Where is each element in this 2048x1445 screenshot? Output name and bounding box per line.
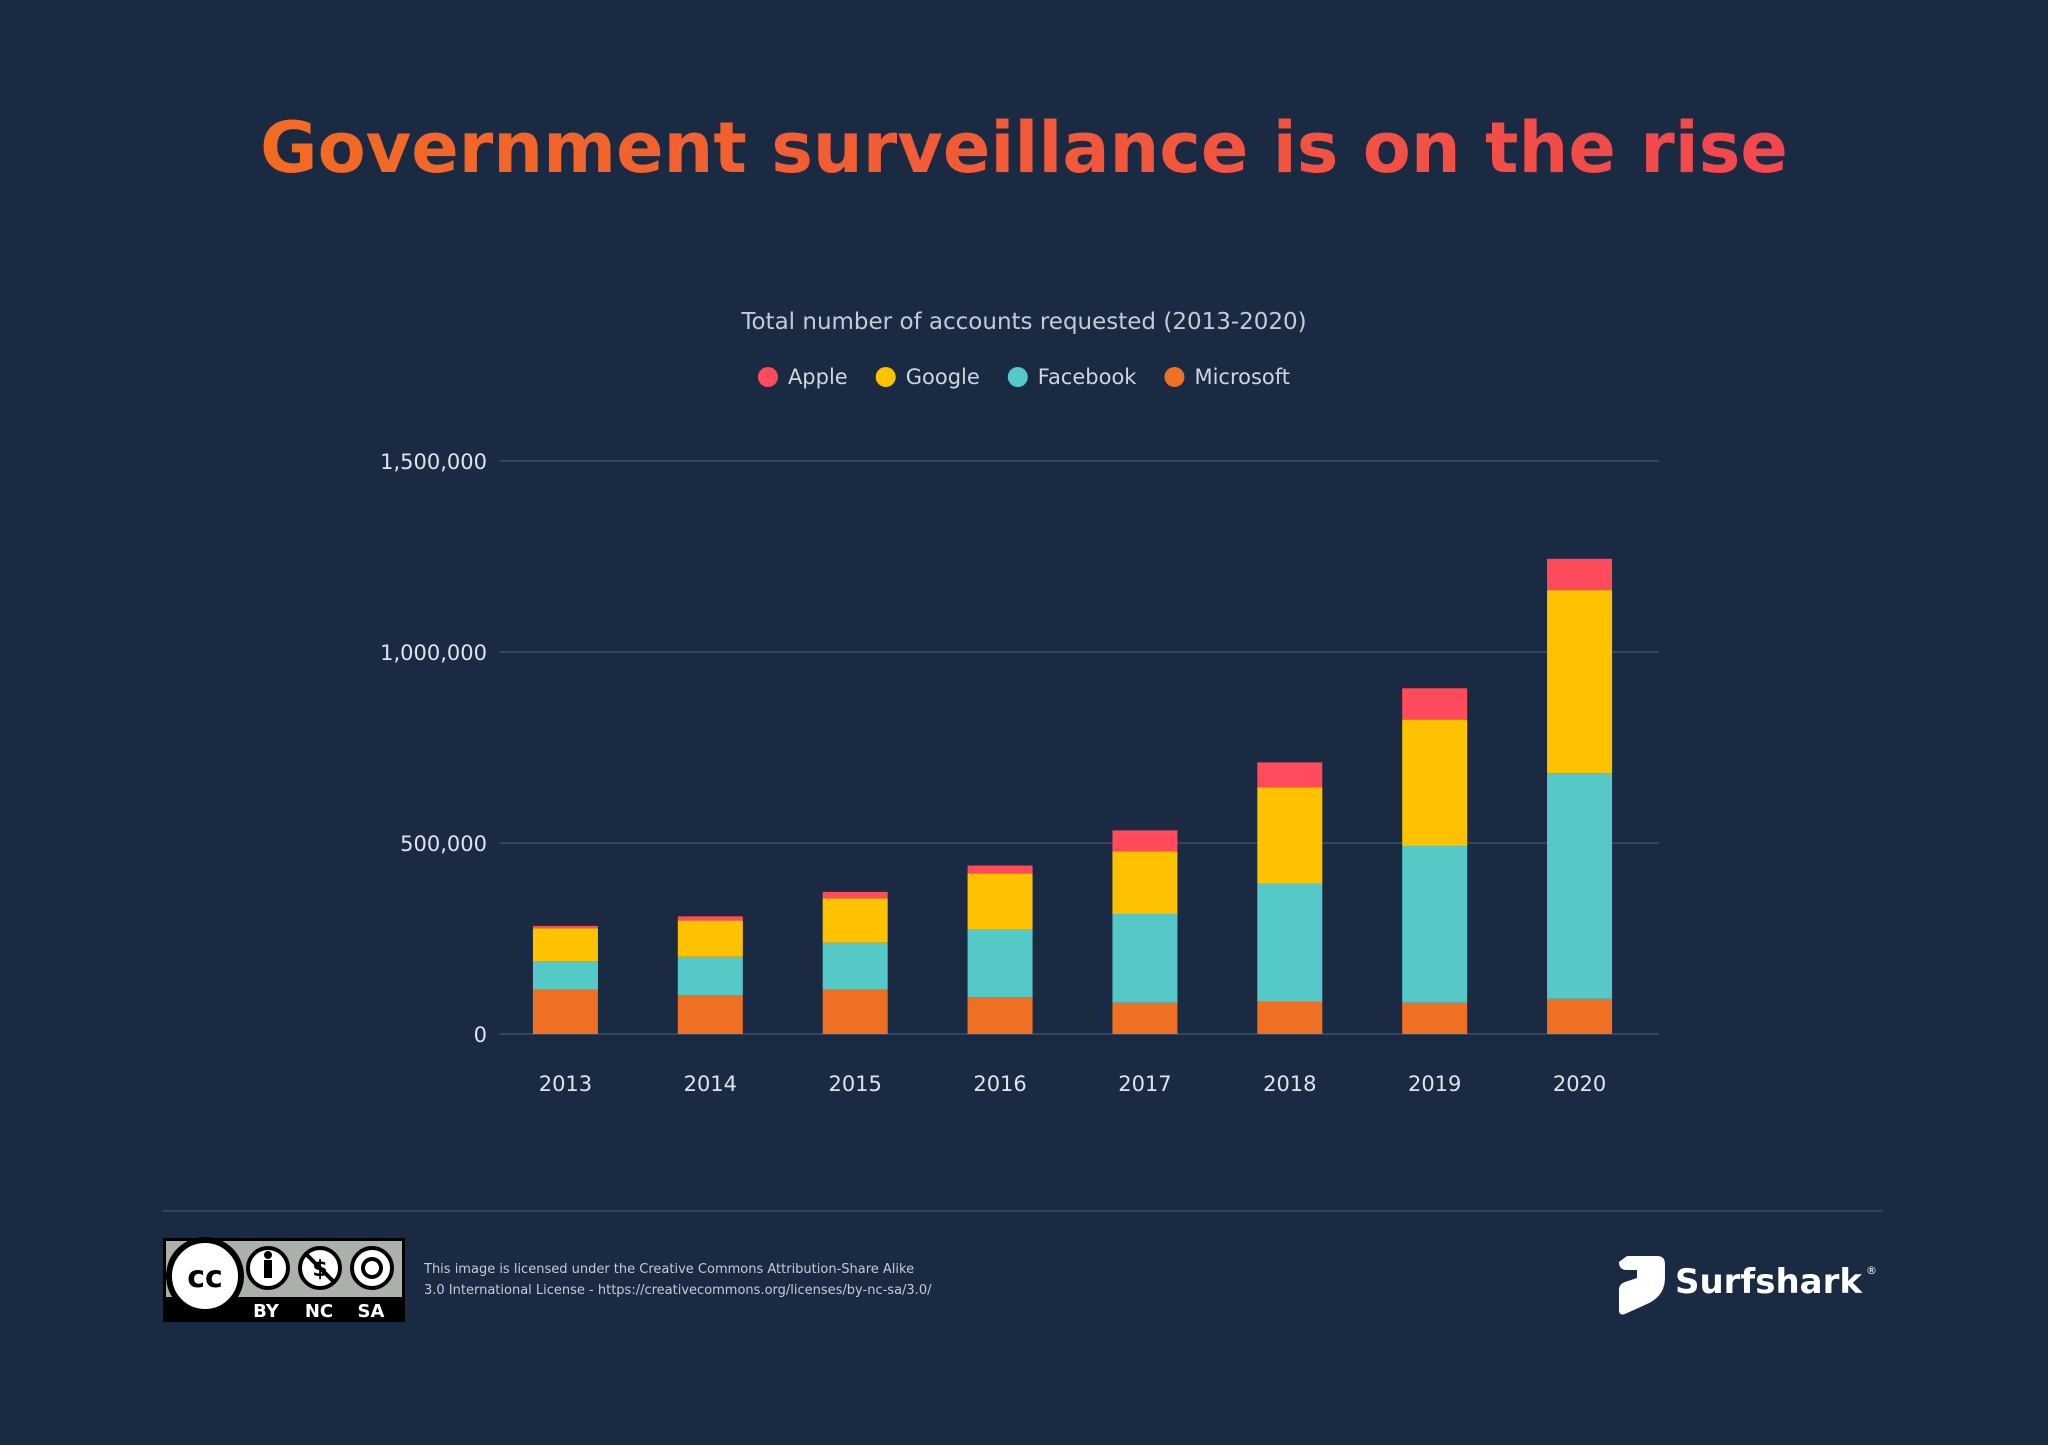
bar-microsoft-2014 — [677, 995, 743, 1034]
x-tick-label: 2013 — [539, 1072, 592, 1096]
bar-apple-2017 — [1112, 830, 1178, 852]
y-tick-label: 1,500,000 — [380, 450, 487, 474]
bar-microsoft-2013 — [532, 989, 598, 1034]
x-tick-label: 2016 — [973, 1072, 1026, 1096]
bar-facebook-2019 — [1402, 846, 1468, 1003]
x-tick-label: 2019 — [1408, 1072, 1461, 1096]
x-tick-label: 2017 — [1118, 1072, 1171, 1096]
bar-facebook-2013 — [532, 961, 598, 990]
bar-apple-2013 — [532, 925, 598, 929]
legend-swatch-facebook — [1007, 367, 1028, 387]
y-tick-label: 1,000,000 — [380, 641, 487, 665]
bar-microsoft-2017 — [1112, 1002, 1178, 1034]
bar-microsoft-2020 — [1547, 998, 1613, 1034]
bar-microsoft-2016 — [967, 997, 1033, 1034]
x-tick-label: 2014 — [684, 1072, 737, 1096]
grid: 0 500,000 1,000,000 1,500,000 — [380, 450, 1659, 1047]
bar-facebook-2015 — [822, 942, 888, 990]
bar-apple-2015 — [822, 891, 888, 899]
x-tick-label: 2020 — [1553, 1072, 1606, 1096]
license-text-line2: 3.0 International License - https://crea… — [424, 1283, 932, 1298]
bar-facebook-2020 — [1547, 773, 1613, 999]
bar-google-2018 — [1257, 787, 1323, 884]
cc-by: BY — [253, 1301, 280, 1322]
y-tick-label: 500,000 — [400, 832, 487, 856]
surfshark-logo-icon — [1618, 1256, 1665, 1315]
bar-apple-2018 — [1257, 762, 1323, 788]
bar-google-2019 — [1402, 719, 1468, 847]
bar-apple-2020 — [1547, 558, 1613, 591]
bar-microsoft-2019 — [1402, 1002, 1468, 1034]
bar-google-2016 — [967, 873, 1033, 930]
cc-nc: NC — [305, 1301, 333, 1322]
legend-label-apple: Apple — [788, 365, 848, 389]
bar-microsoft-2015 — [822, 989, 888, 1034]
x-tick-label: 2018 — [1263, 1072, 1316, 1096]
bar-apple-2019 — [1402, 688, 1468, 720]
bar-microsoft-2018 — [1257, 1001, 1323, 1034]
legend-label-facebook: Facebook — [1038, 365, 1138, 389]
bar-facebook-2018 — [1257, 883, 1323, 1002]
cc-license-badge: cc $ BY NC SA — [163, 1237, 405, 1322]
bar-google-2020 — [1547, 590, 1613, 774]
legend-label-microsoft: Microsoft — [1194, 365, 1290, 389]
svg-text:cc: cc — [187, 1260, 223, 1295]
bar-apple-2014 — [677, 916, 743, 921]
bar-google-2017 — [1112, 851, 1178, 915]
chart-title: Government surveillance is on the rise — [260, 107, 1788, 189]
bar-google-2014 — [677, 920, 743, 957]
bars — [532, 558, 1613, 1034]
license-text-line1: This image is licensed under the Creativ… — [423, 1262, 914, 1277]
x-axis-labels: 2013 2014 2015 2016 2017 2018 2019 2020 — [539, 1072, 1607, 1096]
registered-mark: ® — [1866, 1264, 1877, 1277]
surfshark-brand: Surfshark — [1675, 1262, 1863, 1302]
legend-swatch-microsoft — [1164, 367, 1185, 387]
legend-swatch-apple — [757, 367, 778, 387]
cc-sa: SA — [358, 1301, 385, 1322]
surfshark-logo: Surfshark ® — [1618, 1256, 1877, 1315]
legend-swatch-google — [875, 367, 896, 387]
x-tick-label: 2015 — [828, 1072, 881, 1096]
legend: Apple Google Facebook Microsoft — [757, 365, 1290, 389]
y-tick-label: 0 — [474, 1023, 487, 1047]
bar-google-2015 — [822, 898, 888, 943]
legend-label-google: Google — [906, 365, 980, 389]
chart-subtitle: Total number of accounts requested (2013… — [740, 309, 1306, 335]
bar-apple-2016 — [967, 865, 1033, 874]
bar-google-2013 — [532, 928, 598, 962]
bar-facebook-2014 — [677, 956, 743, 996]
bar-facebook-2016 — [967, 929, 1033, 998]
bar-facebook-2017 — [1112, 914, 1178, 1003]
